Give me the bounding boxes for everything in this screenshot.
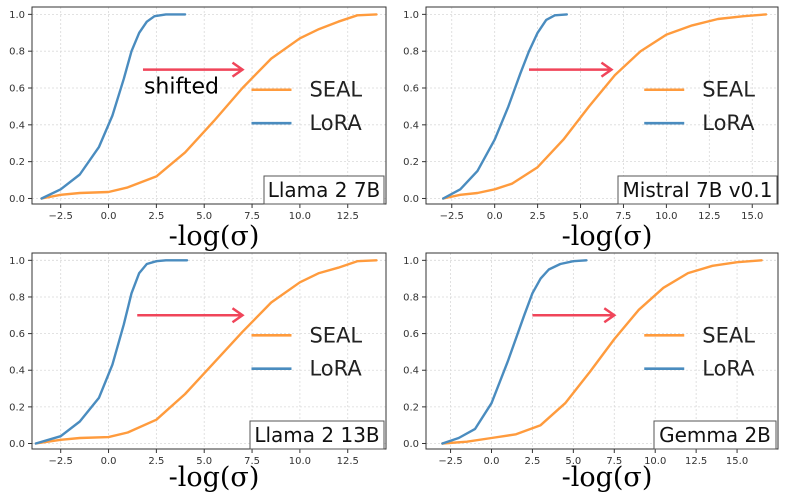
y-tick-label: 0.8 — [403, 47, 419, 58]
y-tick-label: 0.0 — [403, 439, 419, 450]
x-axis-label: -log(σ) — [169, 221, 260, 252]
x-tick-label: 2.5 — [148, 211, 164, 222]
y-tick-label: 0.6 — [403, 84, 419, 95]
y-tick-label: 0.4 — [403, 120, 419, 131]
panel-title-box — [653, 420, 777, 450]
panel-title-box — [249, 420, 385, 450]
panel-title: Llama 2 7B — [268, 178, 381, 202]
y-tick-label: 0.0 — [9, 194, 25, 205]
y-tick-label: 0.6 — [9, 329, 25, 340]
x-tick-label: 7.5 — [244, 211, 260, 222]
x-tick-label: 0.0 — [101, 456, 117, 467]
x-tick-label: 2.5 — [524, 456, 540, 467]
x-tick-label: 5.0 — [573, 211, 589, 222]
x-tick-label: 2.5 — [530, 211, 546, 222]
legend-label-lora: LoRA — [702, 357, 755, 381]
y-tick-label: 0.6 — [403, 329, 419, 340]
x-tick-label: 15.0 — [741, 211, 763, 222]
series-line-lora — [34, 259, 189, 445]
y-tick-label: 1.0 — [9, 10, 25, 21]
y-tick-label: 0.8 — [403, 292, 419, 303]
y-tick-label: 0.6 — [9, 84, 25, 95]
x-tick-label: 10.0 — [655, 211, 677, 222]
x-tick-label: 5.0 — [196, 211, 212, 222]
x-tick-label: 5.0 — [196, 456, 212, 467]
x-axis-label: -log(σ) — [562, 221, 653, 252]
x-tick-label: 2.5 — [148, 456, 164, 467]
x-tick-label: 7.5 — [244, 456, 260, 467]
legend-label-lora: LoRA — [309, 357, 362, 381]
panel-title: Llama 2 13B — [254, 423, 379, 447]
chart-panel-2: −2.5 0.0 2.5 5.0 7.5 10.0 12.5 15.0 0.0 0.2 0.4 0.6… — [403, 6, 779, 252]
y-tick-label: 0.0 — [403, 194, 419, 205]
x-tick-label: 0.0 — [484, 456, 500, 467]
chart-panel-4: −2.5 0.0 2.5 5.0 7.5 10.0 12.5 15.0 0.0 0.2 0.4 0.6… — [403, 252, 779, 493]
y-tick-label: 0.2 — [9, 157, 25, 168]
plot-frame — [425, 6, 779, 205]
panel-title-box — [617, 175, 778, 205]
shift-arrow-head — [231, 307, 245, 324]
x-tick-label: 12.5 — [337, 211, 359, 222]
x-tick-label: 10.0 — [289, 456, 311, 467]
x-axis-label: -log(σ) — [562, 462, 653, 493]
plot-frame — [425, 252, 779, 450]
series-line-lora — [442, 13, 568, 200]
shift-arrow-head — [603, 307, 617, 324]
x-tick-label: 10.0 — [289, 211, 311, 222]
y-tick-label: 0.4 — [403, 366, 419, 377]
x-tick-label: 0.0 — [487, 211, 503, 222]
x-tick-label: 5.0 — [565, 456, 581, 467]
series-line-seal — [441, 259, 763, 445]
x-tick-label: 0.0 — [101, 211, 117, 222]
x-tick-label: 12.5 — [685, 456, 707, 467]
y-tick-label: 0.2 — [403, 157, 419, 168]
y-tick-label: 0.2 — [403, 402, 419, 413]
legend-label-lora: LoRA — [702, 111, 755, 135]
series-line-seal — [442, 13, 768, 200]
legend-label-seal: SEAL — [309, 323, 362, 347]
series-line-lora — [40, 13, 187, 200]
panel-title: Gemma 2B — [659, 423, 771, 447]
x-tick-label: −2.5 — [438, 456, 462, 467]
y-tick-label: 1.0 — [403, 256, 419, 267]
shift-annotation: shifted — [144, 75, 219, 100]
y-tick-label: 0.4 — [9, 366, 25, 377]
x-tick-label: −2.5 — [440, 211, 464, 222]
legend-label-lora: LoRA — [309, 111, 362, 135]
y-tick-label: 0.4 — [9, 120, 25, 131]
shift-arrow-head — [231, 61, 245, 78]
y-tick-label: 0.8 — [9, 47, 25, 58]
plot-frame — [31, 6, 387, 205]
x-axis-label: -log(σ) — [169, 462, 260, 493]
y-tick-label: 1.0 — [403, 10, 419, 21]
shift-arrow-head — [600, 61, 614, 78]
panel-title: Mistral 7B v0.1 — [623, 178, 773, 202]
chart-panel-1: −2.5 0.0 2.5 5.0 7.5 10.0 12.5 0.0 0.2 0.4 0.6 0.8 1… — [9, 6, 387, 252]
panel-title-box — [263, 175, 385, 205]
y-tick-label: 0.8 — [9, 292, 25, 303]
x-tick-label: 7.5 — [606, 456, 622, 467]
legend-label-seal: SEAL — [702, 323, 755, 347]
plot-frame — [31, 252, 387, 450]
y-tick-label: 0.2 — [9, 402, 25, 413]
y-tick-label: 1.0 — [9, 256, 25, 267]
y-tick-label: 0.0 — [9, 439, 25, 450]
x-tick-label: −2.5 — [49, 456, 73, 467]
series-line-seal — [34, 259, 378, 445]
x-tick-label: 7.5 — [616, 211, 632, 222]
x-tick-label: 12.5 — [337, 456, 359, 467]
legend-label-seal: SEAL — [702, 78, 755, 102]
legend-label-seal: SEAL — [309, 78, 362, 102]
x-tick-label: 12.5 — [698, 211, 720, 222]
series-line-lora — [441, 259, 588, 445]
x-tick-label: 10.0 — [644, 456, 666, 467]
series-line-seal — [40, 13, 378, 200]
x-tick-label: −2.5 — [49, 211, 73, 222]
x-tick-label: 15.0 — [726, 456, 748, 467]
chart-panel-3: −2.5 0.0 2.5 5.0 7.5 10.0 12.5 0.0 0.2 0.4 0.6 0.8 1… — [9, 252, 387, 493]
